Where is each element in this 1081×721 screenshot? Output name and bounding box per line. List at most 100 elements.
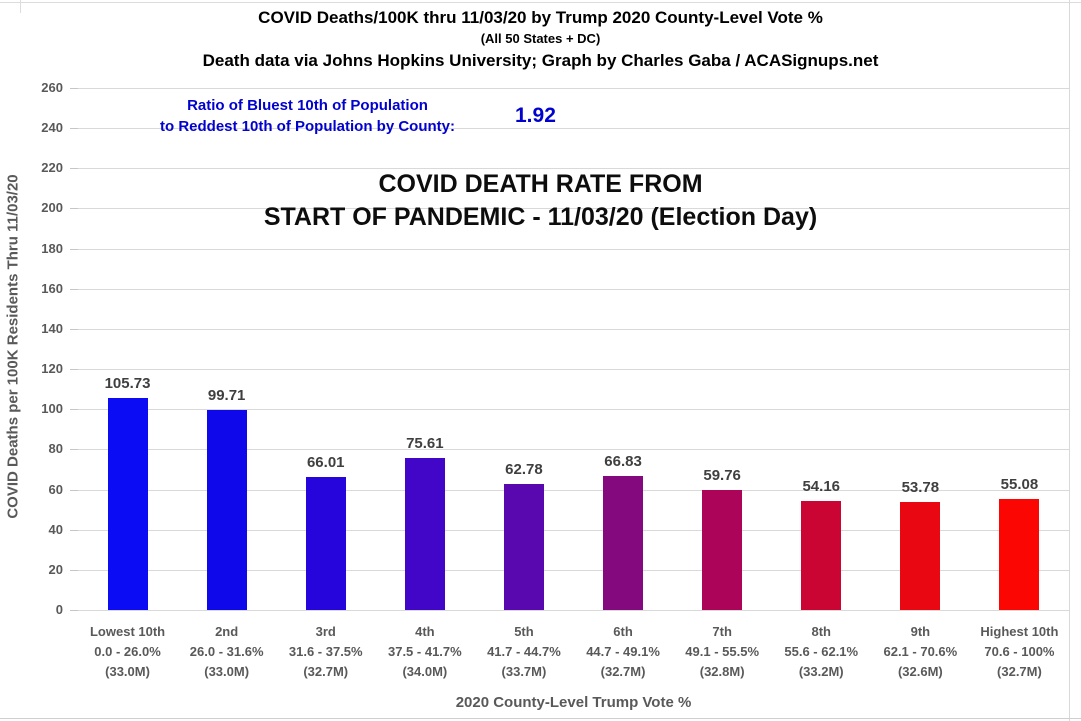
x-category-line: 62.1 - 70.6% (883, 644, 958, 659)
bar-value-label: 53.78 (901, 479, 940, 497)
y-axis-tick (70, 369, 78, 371)
chart-subtitle: (All 50 States + DC) (480, 31, 601, 46)
y-axis-tick (70, 328, 78, 330)
y-axis-tick (70, 288, 78, 290)
y-tick-label: 20 (48, 561, 63, 577)
x-category-line: (32.7M) (600, 664, 646, 679)
ratio-annotation: Ratio of Bluest 10th of Population to Re… (110, 95, 556, 137)
bar-value-label: 66.83 (604, 452, 642, 470)
x-category-line: 37.5 - 41.7% (387, 644, 462, 659)
gridline (78, 409, 1069, 411)
x-category-label: 6th 44.7 - 49.1% (32.7M) (574, 622, 673, 682)
x-category-line: 3rd (315, 624, 336, 639)
y-axis-tick (70, 88, 78, 89)
y-axis-tick (70, 489, 78, 491)
x-category-line: (34.0M) (402, 664, 448, 679)
x-category-line: 49.1 - 55.5% (685, 644, 759, 659)
bar-value-label: 105.73 (104, 374, 151, 392)
ratio-label-line2: to Reddest 10th of Population by County: (160, 118, 455, 135)
y-tick-label: 40 (48, 521, 63, 537)
ratio-value: 1.92 (515, 104, 556, 127)
gridline (78, 288, 1069, 290)
x-category-line: 5th (514, 624, 534, 639)
y-tick-label: 160 (41, 280, 63, 296)
gridline (78, 569, 1069, 571)
gridline (78, 489, 1069, 491)
x-category-line: 9th (910, 624, 931, 639)
bar-value-label: 55.08 (1000, 476, 1039, 494)
x-category-line: Highest 10th (980, 624, 1059, 639)
chart-heading-line2: START OF PANDEMIC - 11/03/20 (Election D… (263, 203, 818, 231)
x-category-line: 70.6 - 100% (984, 644, 1055, 659)
x-category-line: Lowest 10th (89, 624, 166, 639)
x-category-line: 31.6 - 37.5% (288, 644, 363, 659)
x-category-label: 3rd 31.6 - 37.5% (32.7M) (276, 622, 375, 682)
edge-line-bottom (0, 718, 1081, 719)
x-category-line: 2nd (215, 624, 239, 639)
ratio-label: Ratio of Bluest 10th of Population to Re… (110, 95, 505, 137)
bar-value-label: 66.01 (306, 454, 345, 472)
ratio-label-line1: Ratio of Bluest 10th of Population (187, 97, 428, 114)
gridline (78, 328, 1069, 330)
x-category-line: (33.0M) (204, 664, 250, 679)
x-category-label: 8th 55.6 - 62.1% (33.2M) (772, 622, 871, 682)
x-category-label: 7th 49.1 - 55.5% (32.8M) (673, 622, 772, 682)
x-category-label: Highest 10th 70.6 - 100% (32.7M) (970, 622, 1069, 682)
x-category-line: (32.8M) (699, 664, 745, 679)
bar-9th (900, 502, 941, 610)
x-category-label: 4th 37.5 - 41.7% (34.0M) (375, 622, 474, 682)
gridline (78, 610, 1069, 611)
y-axis-title: COVID Deaths per 100K Residents Thru 11/… (4, 174, 22, 519)
bar-value-label: 62.78 (505, 460, 543, 478)
bar-value-label: 75.61 (406, 435, 444, 453)
bar-7th (702, 490, 743, 610)
bar-8th (801, 501, 842, 610)
edge-line-top (0, 2, 1081, 3)
x-category-line: (32.7M) (303, 664, 349, 679)
x-category-line: 4th (415, 624, 435, 639)
y-tick-label: 180 (41, 240, 63, 256)
chart-heading: COVID DEATH RATE FROM START OF PANDEMIC … (0, 168, 1081, 234)
y-tick-label: 60 (48, 481, 63, 497)
y-tick-label: 100 (41, 401, 63, 417)
x-category-line: 0.0 - 26.0% (94, 644, 161, 659)
y-axis-tick (70, 569, 78, 571)
bar-value-label: 54.16 (802, 478, 841, 496)
x-category-line: 55.6 - 62.1% (784, 644, 859, 659)
y-tick-label: 200 (41, 200, 63, 216)
y-axis-tick (70, 409, 78, 411)
gridline (78, 369, 1069, 371)
x-category-label: 2nd 26.0 - 31.6% (33.0M) (177, 622, 276, 682)
x-category-line: (32.7M) (997, 664, 1042, 679)
bar-3rd (305, 477, 346, 610)
bar-2nd (206, 409, 247, 610)
x-category-label: Lowest 10th 0.0 - 26.0% (33.0M) (78, 622, 177, 682)
edge-line-right (1069, 0, 1070, 721)
x-category-line: 6th (613, 624, 633, 639)
bar-5th (503, 483, 544, 610)
y-tick-label: 80 (48, 441, 63, 457)
x-category-line: (33.7M) (501, 664, 547, 679)
y-axis-tick (70, 208, 78, 210)
chart-heading-line1: COVID DEATH RATE FROM (378, 170, 703, 198)
header-block: COVID Deaths/100K thru 11/03/20 by Trump… (0, 0, 1081, 71)
x-category-line: 26.0 - 31.6% (189, 644, 264, 659)
y-axis-tick (70, 128, 78, 130)
gridline (78, 449, 1069, 451)
y-tick-label: 140 (41, 320, 63, 336)
gridline (78, 208, 1069, 210)
y-tick-label: 220 (41, 160, 63, 176)
x-category-line: 7th (712, 624, 732, 639)
y-tick-label: 240 (41, 120, 63, 136)
gridline (78, 168, 1069, 170)
y-tick-label: 120 (41, 361, 63, 377)
y-axis-tick (70, 449, 78, 451)
x-category-line: (33.0M) (105, 664, 150, 679)
x-category-line: 44.7 - 49.1% (586, 644, 660, 659)
x-category-label: 9th 62.1 - 70.6% (32.6M) (871, 622, 970, 682)
bar-6th (603, 475, 644, 610)
y-tick-label: 260 (41, 80, 63, 95)
y-axis-tick (70, 529, 78, 531)
edge-line-topleft (20, 0, 21, 13)
